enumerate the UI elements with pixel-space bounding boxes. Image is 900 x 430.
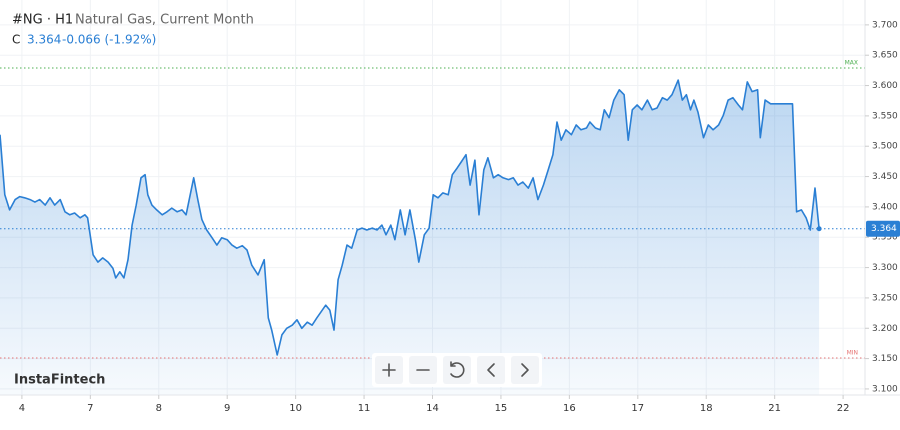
instrument-name: Natural Gas, Current Month: [75, 13, 254, 28]
x-tick-label: 15: [495, 403, 508, 414]
scroll-right-button[interactable]: [511, 356, 539, 384]
y-tick-label: 3.550: [872, 111, 898, 121]
close-value: 3.364: [27, 33, 61, 47]
zoom-out-button[interactable]: [409, 356, 437, 384]
y-tick-label: 3.600: [872, 81, 898, 91]
x-tick-label: 16: [563, 403, 576, 414]
y-tick-label: 3.500: [872, 142, 898, 152]
y-tick-label: 3.450: [872, 172, 898, 182]
x-tick-label: 7: [87, 403, 93, 414]
watermark: InstaFintech: [14, 373, 105, 388]
price-line: [0, 79, 820, 356]
x-tick-label: 4: [19, 403, 25, 414]
min-line-label: MIN: [847, 349, 858, 356]
plot-area: [0, 0, 865, 395]
x-tick-label: 9: [224, 403, 230, 414]
y-tick-label: 3.150: [872, 354, 898, 364]
x-tick-label: 10: [289, 403, 302, 414]
y-tick-label: 3.400: [872, 202, 898, 212]
y-tick-label: 3.700: [872, 20, 898, 30]
last-price-tag: [866, 220, 900, 237]
y-tick-label: 3.200: [872, 324, 898, 334]
x-tick-label: 8: [156, 403, 162, 414]
close-label: C: [12, 33, 20, 47]
x-tick-label: 14: [426, 403, 439, 414]
y-tick-label: 3.250: [872, 293, 898, 303]
toolbar: [372, 353, 542, 387]
y-tick-label: 3.350: [872, 233, 898, 243]
last-price-label: 3.364: [871, 224, 897, 234]
x-tick-label: 22: [837, 403, 850, 414]
area-fill: [0, 80, 820, 395]
reset-button[interactable]: [443, 356, 471, 384]
max-line-label: MAX: [845, 59, 858, 66]
zoom-in-button[interactable]: [375, 356, 403, 384]
y-tick-label: 3.300: [872, 263, 898, 273]
change: -0.066 (-1.92%): [62, 33, 156, 47]
y-tick-label: 3.100: [872, 384, 898, 394]
scroll-left-button[interactable]: [477, 356, 505, 384]
y-tick-label: 3.650: [872, 51, 898, 61]
symbol: #NG · H1: [12, 13, 73, 28]
last-point: [816, 226, 822, 232]
x-tick-label: 17: [631, 403, 644, 414]
x-tick-label: 18: [700, 403, 713, 414]
x-tick-label: 11: [358, 403, 371, 414]
x-tick-label: 21: [768, 403, 781, 414]
